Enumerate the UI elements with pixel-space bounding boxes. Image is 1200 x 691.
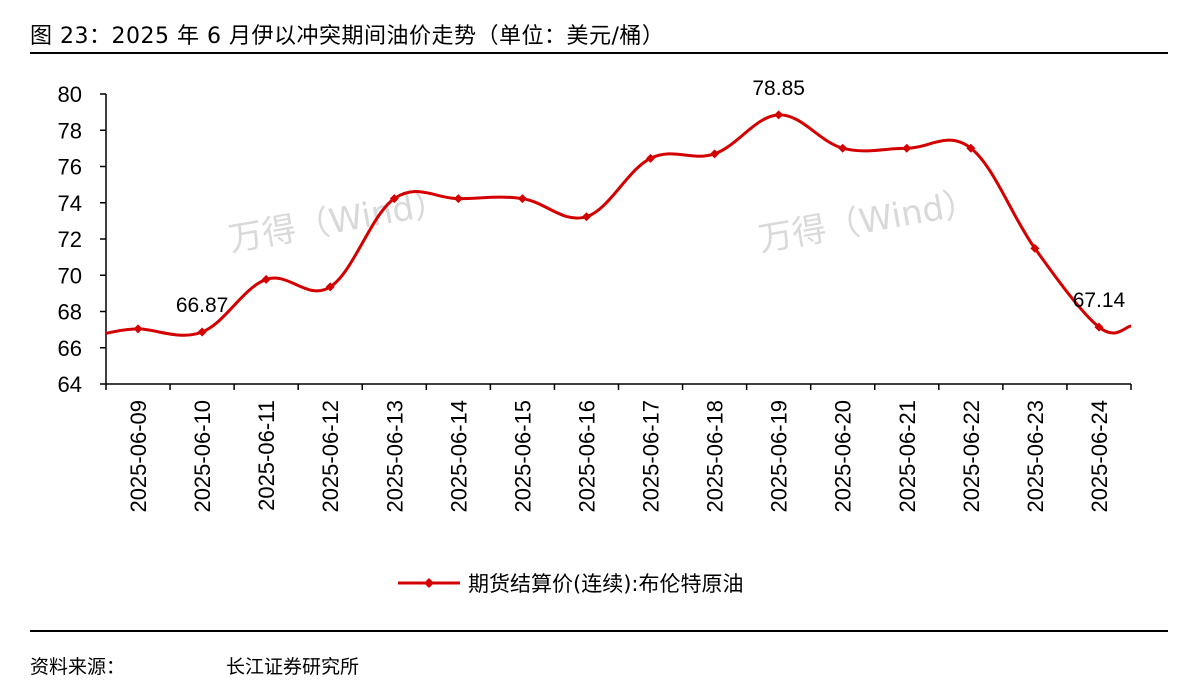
data-point-marker: [325, 282, 335, 292]
legend: 期货结算价(连续):布伦特原油: [398, 572, 743, 596]
data-point-marker: [966, 143, 976, 153]
series-layer: [105, 110, 1132, 337]
x-tick-label: 2025-06-13: [382, 400, 407, 513]
legend-swatch-marker: [424, 578, 434, 588]
y-tick-label: 78: [58, 118, 82, 143]
title-rule: [30, 52, 1168, 54]
y-tick-label: 76: [58, 155, 82, 180]
data-point-marker: [517, 194, 527, 204]
x-tick-label: 2025-06-23: [1023, 400, 1048, 513]
x-tick-label: 2025-06-10: [190, 400, 215, 513]
x-tick-label: 2025-06-20: [831, 400, 856, 513]
data-point-marker: [389, 194, 399, 204]
y-tick-label: 68: [58, 300, 82, 325]
data-point-marker: [133, 324, 143, 334]
footer-rule: [30, 630, 1168, 632]
data-label: 67.14: [1073, 289, 1126, 312]
data-point-marker: [774, 110, 784, 120]
watermark-text-2: 万得（Wind）: [756, 182, 981, 260]
x-tick-label: 2025-06-16: [574, 400, 599, 513]
y-tick-label: 72: [58, 227, 82, 252]
source-org: 长江证券研究所: [226, 656, 360, 678]
source-label: 资料来源：: [30, 656, 126, 678]
y-tick-label: 66: [58, 336, 82, 361]
data-point-marker: [197, 327, 207, 337]
x-tick-label: 2025-06-19: [767, 400, 792, 513]
y-tick-label: 70: [58, 263, 82, 288]
x-tick-label: 2025-06-12: [318, 400, 343, 513]
source-note: 资料来源： 长江证券研究所: [30, 652, 359, 679]
watermark-layer: 万得（Wind） 万得（Wind）: [226, 182, 981, 260]
y-tick-label: 80: [58, 82, 82, 107]
x-tick-label: 2025-06-14: [446, 400, 471, 513]
x-tick-label: 2025-06-22: [959, 400, 984, 513]
legend-label: 期货结算价(连续):布伦特原油: [468, 572, 743, 596]
data-label: 66.87: [176, 294, 229, 317]
data-point-marker: [1030, 243, 1040, 253]
data-point-marker: [838, 143, 848, 153]
data-point-marker: [453, 194, 463, 204]
x-tick-label: 2025-06-18: [703, 400, 728, 513]
y-tick-label: 64: [58, 372, 82, 397]
x-tick-label: 2025-06-21: [895, 400, 920, 513]
watermark-text-1: 万得（Wind）: [226, 182, 451, 260]
data-label: 78.85: [752, 77, 805, 100]
x-tick-label: 2025-06-09: [126, 400, 151, 513]
line-chart: 万得（Wind） 万得（Wind） 64 66 68 70 72 74 76 78 80 2025-…: [58, 77, 1132, 596]
x-tick-label: 2025-06-11: [254, 400, 279, 511]
x-tick-label: 2025-06-24: [1087, 400, 1112, 513]
figure-title: 图 23：2025 年 6 月伊以冲突期间油价走势（单位：美元/桶）: [30, 24, 665, 49]
x-tick-label: 2025-06-17: [639, 400, 664, 513]
x-tick-label: 2025-06-15: [510, 400, 535, 513]
data-point-marker: [710, 149, 720, 159]
data-point-marker: [261, 274, 271, 284]
data-point-marker: [646, 153, 656, 163]
data-point-marker: [902, 143, 912, 153]
y-tick-label: 74: [58, 191, 82, 216]
data-point-marker: [581, 212, 591, 222]
axes: 64 66 68 70 72 74 76 78 80 2025-06-09 2025-06-10 20…: [58, 82, 1132, 513]
data-labels: 66.87 78.85 67.14: [176, 77, 1126, 317]
data-point-marker: [1094, 322, 1104, 332]
